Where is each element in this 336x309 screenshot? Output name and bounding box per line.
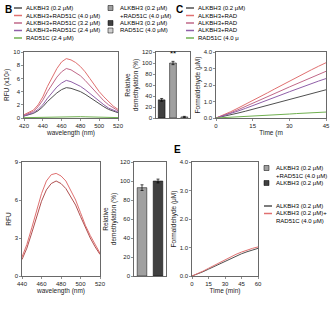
svg-text:**: ** [170, 49, 176, 58]
svg-text:100: 100 [142, 60, 153, 66]
svg-text:Relativedemethylation (%): Relativedemethylation (%) [102, 193, 118, 245]
svg-text:RAD51C (4.0 μ: RAD51C (4.0 μ [198, 35, 239, 41]
svg-text:RFU: RFU [5, 212, 12, 226]
svg-text:RAD51C (4.0 μM): RAD51C (4.0 μM) [276, 218, 324, 224]
svg-text:30: 30 [222, 281, 229, 287]
svg-text:+RAD51C (4.0 μM): +RAD51C (4.0 μM) [276, 173, 327, 179]
svg-text:E: E [174, 144, 181, 155]
svg-text:3: 3 [15, 235, 19, 241]
svg-text:0: 0 [15, 273, 19, 279]
svg-text:4.0: 4.0 [180, 159, 189, 165]
svg-text:3.0: 3.0 [204, 66, 213, 72]
svg-text:wavelength (nm): wavelength (nm) [46, 129, 95, 137]
svg-text:ALKBH3+RAD: ALKBH3+RAD [198, 13, 238, 19]
svg-text:ALKBH3+RAD51C (4.0 μM): ALKBH3+RAD51C (4.0 μM) [26, 13, 100, 19]
svg-text:40: 40 [123, 235, 130, 241]
svg-text:Time (m: Time (m [259, 129, 283, 137]
svg-text:480: 480 [75, 123, 86, 129]
svg-text:0: 0 [190, 281, 194, 287]
svg-text:0: 0 [17, 115, 21, 121]
svg-text:440: 440 [38, 123, 49, 129]
svg-text:460: 460 [57, 123, 68, 129]
svg-text:ALKBH3 (0.2 μM): ALKBH3 (0.2 μM) [276, 203, 323, 209]
svg-text:ALKBH3+RAD51C (2.4 μM): ALKBH3+RAD51C (2.4 μM) [26, 27, 100, 33]
svg-text:wavelength (nm): wavelength (nm) [36, 287, 85, 295]
svg-text:ALKBH3 (0.2 μM): ALKBH3 (0.2 μM) [120, 20, 167, 26]
svg-text:2.0: 2.0 [180, 216, 189, 222]
svg-text:20: 20 [145, 104, 152, 110]
svg-text:C: C [176, 4, 183, 15]
svg-text:40: 40 [145, 93, 152, 99]
svg-text:440: 440 [17, 281, 28, 287]
svg-text:0.0: 0.0 [204, 115, 213, 121]
svg-text:Time (min): Time (min) [210, 287, 241, 295]
svg-text:6: 6 [15, 197, 19, 203]
svg-text:420: 420 [19, 123, 30, 129]
svg-text:ALKBH3 (0.2 μM): ALKBH3 (0.2 μM) [120, 5, 167, 11]
svg-text:+RAD51C (4.0 μM): +RAD51C (4.0 μM) [120, 13, 171, 19]
svg-text:60: 60 [255, 281, 262, 287]
svg-text:15: 15 [249, 123, 256, 129]
svg-text:460: 460 [36, 281, 47, 287]
svg-text:120: 120 [120, 159, 131, 165]
svg-text:Formaldehyde (μM): Formaldehyde (μM) [194, 57, 202, 114]
svg-text:10: 10 [13, 49, 20, 55]
svg-text:Relativedemethylation (%): Relativedemethylation (%) [124, 59, 140, 111]
svg-text:2.0: 2.0 [204, 82, 213, 88]
svg-text:0: 0 [149, 115, 153, 121]
svg-text:9: 9 [15, 159, 19, 165]
svg-text:ALKBH3 (0.2 μM): ALKBH3 (0.2 μM) [276, 180, 323, 186]
svg-text:60: 60 [145, 82, 152, 88]
svg-text:500: 500 [75, 281, 86, 287]
svg-text:ALKBH3 (0.2 μM): ALKBH3 (0.2 μM) [26, 5, 73, 11]
svg-text:500: 500 [94, 123, 105, 129]
svg-text:4: 4 [17, 89, 21, 95]
svg-text:520: 520 [113, 123, 124, 129]
svg-text:100: 100 [120, 178, 131, 184]
svg-text:0: 0 [127, 273, 131, 279]
svg-text:ALKBH3+RAD: ALKBH3+RAD [198, 20, 238, 26]
svg-text:20: 20 [123, 254, 130, 260]
svg-text:15: 15 [205, 281, 212, 287]
svg-text:RAD51C (2.4 μM): RAD51C (2.4 μM) [26, 35, 74, 41]
svg-text:4.0: 4.0 [204, 49, 213, 55]
svg-text:ALKBH3 (0.2 μM): ALKBH3 (0.2 μM) [276, 165, 323, 171]
svg-text:45: 45 [238, 281, 245, 287]
svg-text:ALKBH3 (0.2 μM): ALKBH3 (0.2 μM) [198, 5, 245, 11]
svg-text:80: 80 [145, 71, 152, 77]
svg-text:520: 520 [95, 281, 106, 287]
svg-text:30: 30 [286, 123, 293, 129]
svg-text:0: 0 [214, 123, 218, 129]
svg-text:1.0: 1.0 [204, 99, 213, 105]
svg-text:80: 80 [123, 197, 130, 203]
svg-text:60: 60 [123, 216, 130, 222]
svg-text:3.0: 3.0 [180, 188, 189, 194]
svg-text:2: 2 [17, 102, 21, 108]
svg-text:480: 480 [56, 281, 67, 287]
svg-text:6: 6 [17, 76, 21, 82]
svg-text:120: 120 [142, 49, 153, 55]
svg-text:RFU (x10²): RFU (x10²) [3, 69, 11, 101]
svg-text:RAD51C (4.0 μM): RAD51C (4.0 μM) [120, 27, 168, 33]
svg-text:B: B [5, 4, 12, 15]
svg-text:ALKBH3+RAD: ALKBH3+RAD [198, 27, 238, 33]
svg-text:1.0: 1.0 [180, 245, 189, 251]
svg-text:0.0: 0.0 [180, 273, 189, 279]
svg-text:ALKBH3+RAD51C (3.2 μM): ALKBH3+RAD51C (3.2 μM) [26, 20, 100, 26]
svg-text:8: 8 [17, 62, 21, 68]
svg-text:ALKBH3 (0.2 μM)+: ALKBH3 (0.2 μM)+ [276, 210, 327, 216]
svg-text:Formaldehyde (μM): Formaldehyde (μM) [170, 191, 178, 248]
svg-text:45: 45 [323, 123, 330, 129]
